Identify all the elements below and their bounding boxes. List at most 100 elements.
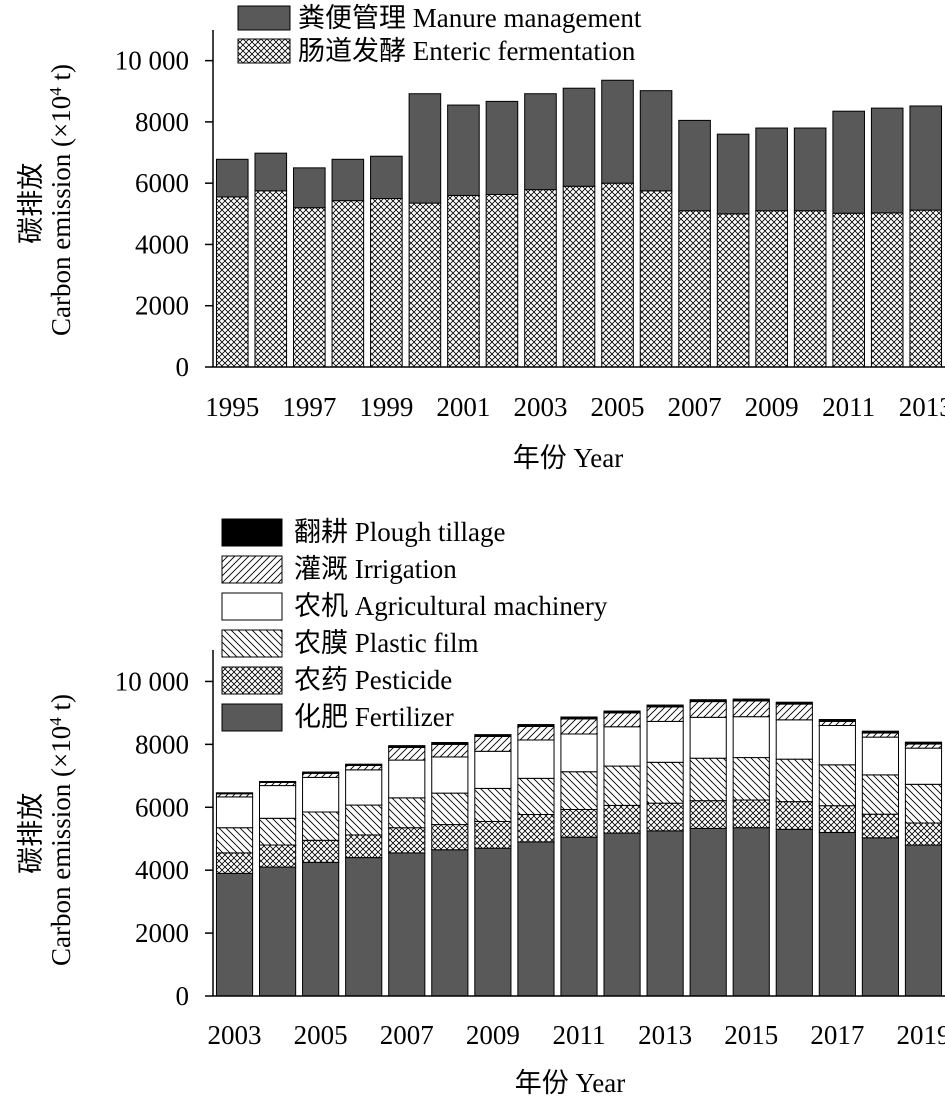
chart-2-y-axis-title-en: Carbon emission (×104 t)	[46, 694, 76, 966]
chart-1-bar-enteric-fermentation-2005	[601, 182, 634, 368]
chart-2-bar-plough-tillage-2006	[345, 763, 383, 766]
legend-label-plough-tillage: 翻耕 Plough tillage	[294, 517, 506, 547]
chart-1-bar-enteric-fermentation-2006	[639, 190, 673, 368]
chart-2-bar-fertilizer-2015	[732, 827, 770, 997]
chart-1-bar-enteric-fermentation-2002	[485, 194, 519, 368]
chart-1-bar-manure-management-2007	[678, 119, 711, 212]
chart-2-bar-pesticide-2013	[646, 802, 684, 832]
chart-2-bar-irrigation-2016	[775, 703, 813, 721]
chart-2-bar-agricultural-machinery-2006	[345, 769, 383, 806]
chart-1-bar-manure-management-2010	[793, 127, 827, 212]
chart-1-bar-enteric-fermentation-2008	[716, 213, 750, 368]
chart-1-bar-manure-management-1999	[370, 155, 403, 199]
chart-1-bar-manure-management-2000	[408, 93, 442, 204]
chart-2-bar-fertilizer-2019	[904, 844, 943, 997]
chart-2-bar-agricultural-machinery-2019	[904, 747, 943, 785]
chart-2-y-axis: 0 2000 4000 6000 8000 10 000	[115, 650, 214, 1011]
chart-2-bar-pesticide-2012	[603, 804, 641, 834]
chart-2-bar-fertilizer-2009	[474, 847, 512, 997]
chart-2-bar-fertilizer-2008	[431, 849, 469, 997]
chart-1-bar-manure-management-2005	[601, 79, 634, 184]
chart-2-x-tick-label: 2013	[638, 1020, 692, 1050]
chart-1-bar-manure-management-1996	[254, 152, 288, 192]
chart-1-x-tick-label: 2009	[745, 392, 799, 422]
chart-2-x-axis-title: 年份 Year	[515, 1068, 626, 1098]
chart-2-bar-pesticide-2008	[431, 824, 469, 851]
chart-1-y-axis-title-en-main: Carbon emission (×10	[46, 96, 76, 336]
chart-2-bar-fertilizer-2004	[259, 866, 297, 997]
chart-1-y-tick-label: 4000	[135, 229, 189, 259]
chart-2-y-tick-label: 10 000	[115, 666, 189, 696]
chart-2-bar-irrigation-2011	[560, 718, 598, 735]
chart-2-bar-fertilizer-2016	[775, 828, 813, 997]
chart-2-bar-plough-tillage-2010	[517, 724, 555, 727]
chart-2-bar-plastic-film-2006	[345, 804, 383, 836]
chart-2-bar-agricultural-machinery-2009	[474, 750, 512, 789]
chart-2-bar-pesticide-2014	[689, 800, 727, 829]
chart-2-bar-irrigation-2007	[388, 747, 426, 761]
chart-2-bar-irrigation-2008	[431, 743, 469, 758]
chart-2-y-axis-title-en-main: Carbon emission (×10	[46, 726, 76, 966]
legend-swatch-irrigation	[221, 555, 283, 584]
chart-2-x-tick-label: 2017	[810, 1020, 864, 1050]
chart-2-y-tick-label: 4000	[135, 855, 189, 885]
chart-1-y-axis-title-unit: t)	[46, 64, 76, 87]
chart-1-bar-manure-management-1997	[293, 167, 326, 209]
chart-2-bar-pesticide-2017	[818, 805, 856, 833]
chart-2-bar-plough-tillage-2009	[474, 734, 512, 737]
chart-2-bar-plough-tillage-2018	[861, 730, 900, 734]
legend-label-pesticide: 农药 Pesticide	[294, 665, 452, 695]
chart-2-bar-pesticide-2018	[861, 813, 900, 839]
legend-label-enteric-fermentation: 肠道发酵 Enteric fermentation	[298, 36, 636, 66]
chart-1-y-axis-title-cn: 碳排放	[16, 163, 46, 244]
chart-2-bar-plough-tillage-2019	[904, 741, 943, 745]
chart-2-bar-plastic-film-2011	[560, 771, 598, 810]
chart-2-bar-agricultural-machinery-2007	[388, 759, 426, 799]
chart-1-bar-enteric-fermentation-1997	[293, 207, 326, 368]
chart-2-bar-plough-tillage-2017	[818, 719, 856, 722]
chart-2-bar-irrigation-2005	[302, 772, 340, 778]
chart-2-bar-irrigation-2012	[603, 712, 641, 728]
chart-2-y-axis-title-sup: 4	[46, 717, 65, 726]
chart-1-x-tick-label: 2003	[513, 392, 567, 422]
chart-2-bar-plough-tillage-2005	[302, 771, 340, 774]
chart-1-y-axis-title-en: Carbon emission (×104 t)	[46, 64, 76, 336]
chart-2-x-tick-label: 2015	[724, 1020, 778, 1050]
chart-2-y-axis-title: 碳排放 Carbon emission (×104 t)	[16, 694, 76, 966]
chart-2-x-tick-label: 2003	[208, 1020, 262, 1050]
chart-2-bar-fertilizer-2005	[302, 861, 340, 997]
chart-1-y-tick-label: 2000	[135, 291, 189, 321]
chart-1-bar-manure-management-2001	[447, 104, 480, 196]
chart-2-bar-irrigation-2013	[646, 706, 684, 722]
chart-2-bar-pesticide-2019	[904, 822, 943, 846]
chart-1-y-tick-label: 0	[176, 352, 190, 382]
chart-2-bar-agricultural-machinery-2008	[431, 756, 469, 794]
chart-2-bar-fertilizer-2017	[818, 831, 856, 997]
chart-1: 0 2000 4000 6000 8000 10 000 1995 1997 1999 2001…	[16, 3, 945, 473]
legend-label-plastic-film: 农膜 Plastic film	[294, 628, 479, 658]
chart-1-y-tick-label: 8000	[135, 107, 189, 137]
chart-2-bar-plastic-film-2004	[259, 817, 297, 846]
chart-2-bar-pesticide-2015	[732, 799, 770, 829]
chart-1-bar-enteric-fermentation-1995	[215, 196, 249, 368]
chart-1-x-tick-label: 2007	[668, 392, 722, 422]
chart-2-bar-pesticide-2010	[517, 814, 555, 843]
chart-1-x-tick-label: 1999	[359, 392, 413, 422]
chart-1-y-axis: 0 2000 4000 6000 8000 10 000	[115, 30, 214, 382]
chart-2-bar-fertilizer-2006	[345, 857, 383, 997]
chart-2-bar-irrigation-2015	[732, 700, 770, 718]
chart-2-bar-plastic-film-2019	[904, 783, 943, 824]
legend-swatch-fertilizer	[221, 703, 283, 732]
chart-2-bar-irrigation-2009	[474, 736, 512, 752]
chart-2-bar-agricultural-machinery-2015	[732, 716, 770, 759]
chart-2-bar-pesticide-2009	[474, 820, 512, 849]
chart-2-bar-agricultural-machinery-2004	[259, 785, 297, 819]
chart-1-bar-enteric-fermentation-2011	[832, 212, 865, 368]
chart-2-bar-plastic-film-2003	[215, 827, 254, 854]
chart-2-legend: 翻耕 Plough tillage 灌溉 Irrigation 农机 Agric…	[221, 517, 608, 732]
chart-1-bar-enteric-fermentation-2010	[793, 210, 827, 368]
chart-2-bar-fertilizer-2007	[388, 852, 426, 997]
chart-1-bar-manure-management-2006	[639, 90, 673, 192]
chart-2-bar-pesticide-2007	[388, 827, 426, 854]
legend-swatch-plastic-film	[221, 629, 283, 658]
